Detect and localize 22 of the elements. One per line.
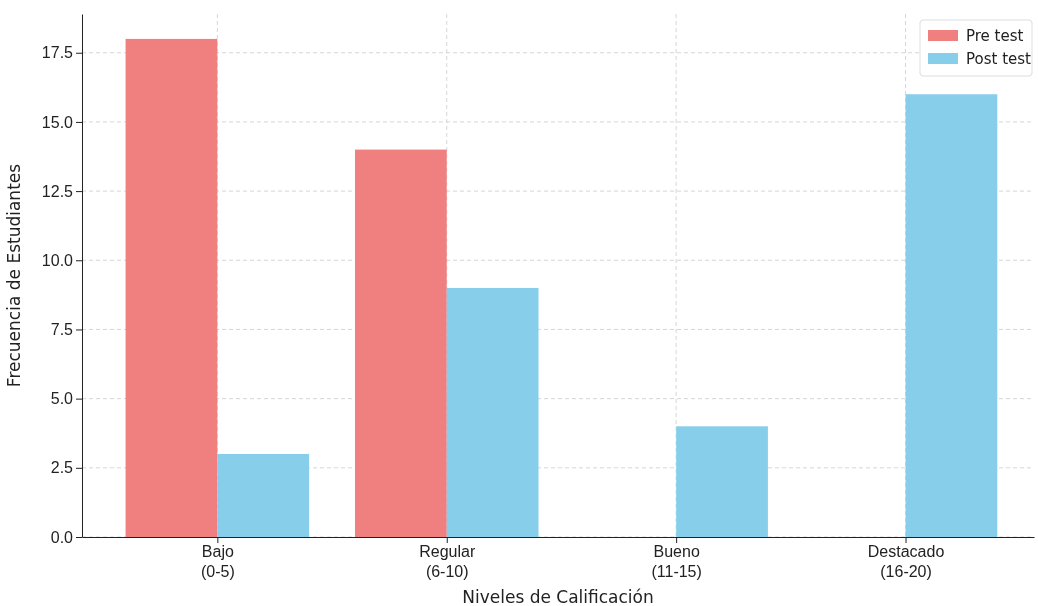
y-tick-label: 12.5 — [41, 182, 74, 200]
x-tick-label: Regular (6-10) — [419, 543, 476, 580]
x-tick-label: Bajo (0-5) — [200, 543, 235, 580]
y-tick-label: 0.0 — [50, 528, 74, 546]
x-tick-label: Destacado (16-20) — [867, 543, 945, 580]
legend-label: Pre test — [966, 27, 1024, 45]
bar — [217, 453, 310, 537]
bar — [446, 287, 539, 537]
bar — [354, 149, 447, 537]
legend-label: Post test — [966, 50, 1032, 68]
bar — [905, 94, 998, 537]
y-tick-label: 15.0 — [41, 113, 74, 131]
y-tick-label: 7.5 — [50, 321, 74, 339]
y-tick-label: 17.5 — [41, 44, 74, 62]
bar — [125, 38, 218, 537]
bar — [676, 426, 768, 537]
y-axis-title: Frecuencia de Estudiantes — [4, 163, 24, 388]
y-tick-label: 2.5 — [50, 459, 74, 477]
y-tick-label: 5.0 — [50, 390, 74, 408]
x-tick-label: Bueno (11-15) — [651, 543, 702, 580]
x-axis-title: Niveles de Calificación — [462, 587, 654, 606]
y-tick-label: 10.0 — [41, 251, 74, 269]
